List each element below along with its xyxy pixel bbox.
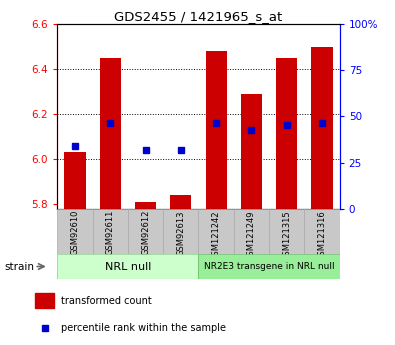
Text: GSM92613: GSM92613	[176, 210, 185, 256]
Bar	[57, 209, 92, 254]
Bar	[92, 209, 128, 254]
Text: percentile rank within the sample: percentile rank within the sample	[61, 323, 226, 333]
Bar	[276, 58, 297, 209]
Bar	[241, 94, 262, 209]
Text: GSM92610: GSM92610	[70, 210, 79, 255]
Text: GSM121315: GSM121315	[282, 210, 291, 261]
Bar	[269, 209, 305, 254]
Bar	[170, 195, 192, 209]
Text: GSM121242: GSM121242	[212, 210, 221, 260]
Title: GDS2455 / 1421965_s_at: GDS2455 / 1421965_s_at	[115, 10, 282, 23]
Text: GSM121316: GSM121316	[318, 210, 327, 261]
Bar	[135, 202, 156, 209]
Bar	[128, 209, 163, 254]
Text: strain: strain	[5, 262, 35, 272]
Text: NR2E3 transgene in NRL null: NR2E3 transgene in NRL null	[204, 262, 335, 271]
Bar	[205, 51, 227, 209]
Text: GSM92611: GSM92611	[106, 210, 115, 255]
Bar	[100, 58, 121, 209]
Bar	[234, 209, 269, 254]
Bar	[64, 152, 85, 209]
Bar	[57, 254, 199, 279]
Bar	[163, 209, 198, 254]
Bar	[35, 293, 54, 308]
Bar	[199, 254, 340, 279]
Text: NRL null: NRL null	[105, 262, 151, 272]
Text: GSM92612: GSM92612	[141, 210, 150, 255]
Bar	[312, 47, 333, 209]
Text: GSM121249: GSM121249	[247, 210, 256, 260]
Text: transformed count: transformed count	[61, 296, 152, 306]
Bar	[199, 209, 234, 254]
Bar	[305, 209, 340, 254]
